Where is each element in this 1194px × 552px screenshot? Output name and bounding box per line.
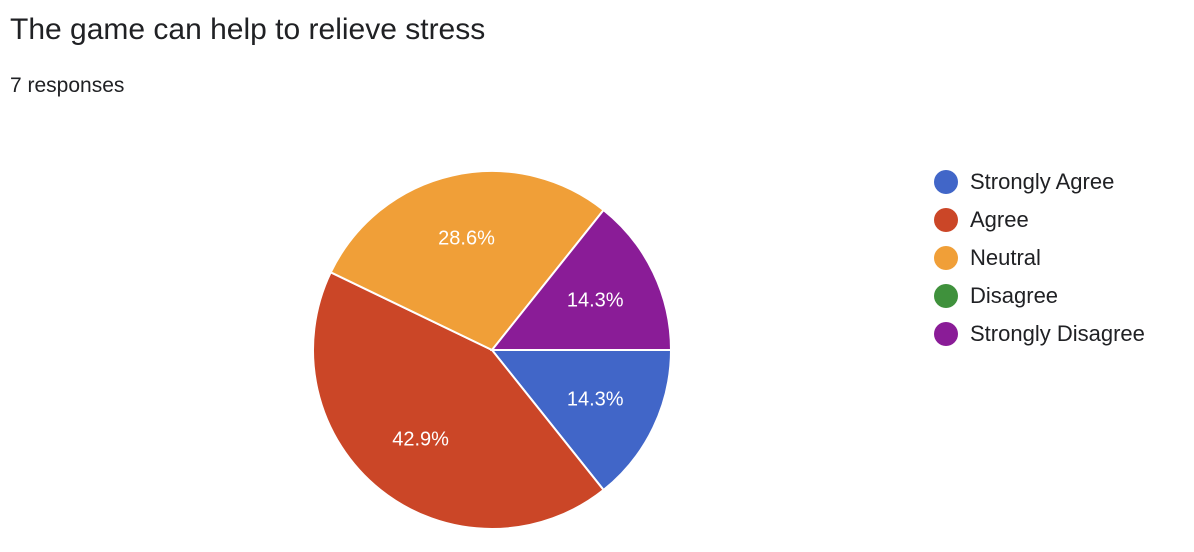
- response-count: 7 responses: [10, 74, 125, 97]
- pie-slice-strongly-agree[interactable]: [489, 349, 673, 492]
- slice-label-agree: 42.9%: [392, 429, 449, 451]
- legend-label-neutral: Neutral: [970, 245, 1041, 270]
- pie-slice-neutral[interactable]: [329, 170, 606, 352]
- legend: Strongly Agree Agree Neutral Disagree Strong…: [934, 163, 1145, 353]
- legend-swatch-agree: [934, 208, 958, 232]
- legend-swatch-disagree: [934, 284, 958, 308]
- slice-label-strongly-disagree: 14.3%: [567, 289, 624, 311]
- legend-swatch-strongly-agree: [934, 170, 958, 194]
- legend-item-strongly-disagree[interactable]: Strongly Disagree: [934, 315, 1145, 353]
- legend-swatch-neutral: [934, 246, 958, 270]
- legend-item-neutral[interactable]: Neutral: [934, 239, 1145, 277]
- legend-swatch-strongly-disagree: [934, 322, 958, 346]
- slice-label-neutral: 28.6%: [438, 227, 495, 249]
- chart-title: The game can help to relieve stress: [10, 13, 486, 46]
- pie-slice-strongly-disagree[interactable]: [489, 208, 673, 351]
- legend-item-strongly-agree[interactable]: Strongly Agree: [934, 163, 1145, 201]
- pie-slice-agree[interactable]: [312, 270, 606, 530]
- legend-label-strongly-disagree: Strongly Disagree: [970, 321, 1145, 346]
- legend-label-strongly-agree: Strongly Agree: [970, 169, 1115, 194]
- legend-label-agree: Agree: [970, 207, 1029, 232]
- legend-label-disagree: Disagree: [970, 283, 1059, 308]
- slice-label-strongly-agree: 14.3%: [567, 389, 624, 411]
- legend-item-agree[interactable]: Agree: [934, 201, 1145, 239]
- legend-item-disagree[interactable]: Disagree: [934, 277, 1145, 315]
